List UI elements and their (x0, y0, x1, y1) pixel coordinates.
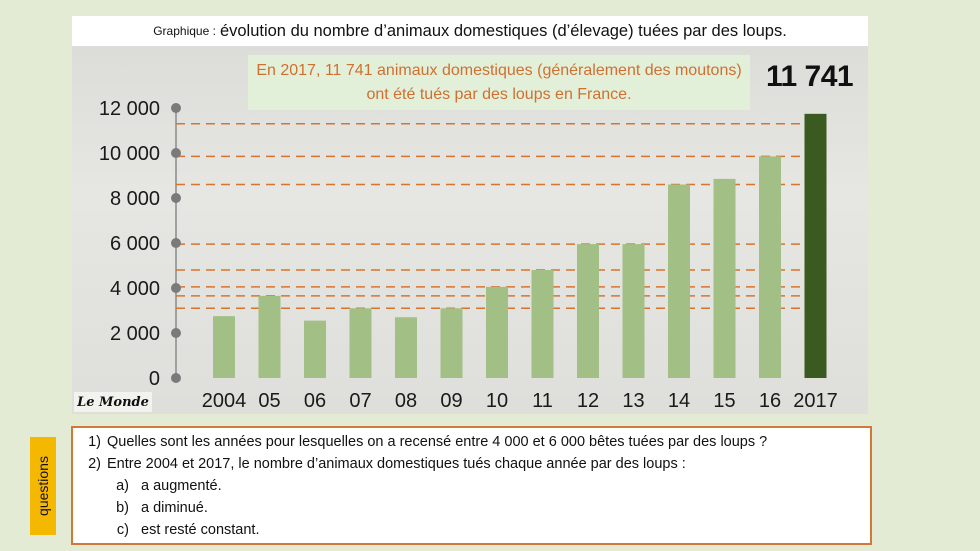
y-tick-label: 10 000 (99, 143, 160, 165)
x-tick-label: 14 (668, 390, 690, 412)
y-tick-dot (171, 283, 181, 293)
chart-title-bar: Graphique : évolution du nombre d’animau… (72, 16, 868, 46)
bar-2017 (804, 113, 827, 378)
question-2: 2) Entre 2004 et 2017, le nombre d’animau… (73, 453, 870, 475)
option-letter: b) (116, 500, 129, 516)
page-title: évolution du nombre d’animaux domestique… (219, 21, 787, 40)
answer-option-b: b) a diminué. (73, 497, 870, 519)
y-tick-dot (171, 373, 181, 383)
annotation-box: En 2017, 11 741 animaux domestiques (gén… (248, 55, 750, 110)
bar-12 (577, 244, 599, 378)
questions-tab: questions (30, 437, 56, 535)
bar-16 (759, 156, 781, 378)
option-text: est resté constant. (141, 522, 260, 538)
question-1: 1) Quelles sont les années pour lesquelle… (73, 431, 870, 453)
x-tick-label: 15 (713, 390, 735, 412)
option-text: a augmenté. (141, 478, 222, 494)
y-tick-dot (171, 148, 181, 158)
question-text: Quelles sont les années pour lesquelles … (107, 434, 768, 450)
bar-05 (258, 295, 281, 378)
x-tick-label: 07 (349, 390, 371, 412)
answer-option-a: a) a augmenté. (73, 475, 870, 497)
bar-13 (622, 244, 645, 378)
bar-07 (349, 308, 372, 378)
option-letter: c) (116, 522, 129, 538)
x-tick-label: 06 (304, 390, 326, 412)
bar-15 (713, 178, 736, 378)
y-tick-dot (171, 193, 181, 203)
questions-tab-label: questions (35, 456, 51, 516)
question-text: Entre 2004 et 2017, le nombre d’animaux … (107, 456, 686, 472)
bar-14 (668, 184, 690, 378)
bar-11 (531, 270, 554, 378)
x-tick-label: 2004 (202, 390, 247, 412)
answer-option-c: c) est resté constant. (73, 519, 870, 541)
x-tick-label: 13 (622, 390, 644, 412)
question-number: 1) (88, 434, 101, 450)
bar-2004 (213, 316, 235, 378)
y-tick-label: 8 000 (110, 188, 160, 210)
y-tick-label: 4 000 (110, 278, 160, 300)
y-tick-dot (171, 238, 181, 248)
question-number: 2) (88, 456, 101, 472)
y-tick-dot (171, 103, 181, 113)
x-tick-label: 11 (532, 390, 553, 412)
x-tick-label: 12 (577, 390, 599, 412)
x-tick-label: 10 (486, 390, 508, 412)
y-tick-label: 2 000 (110, 323, 160, 345)
chart-svg: 0 2 000 4 000 6 000 8 000 10 000 12 000 2004 05 0… (99, 98, 838, 412)
option-text: a diminué. (141, 500, 208, 516)
title-prefix: Graphique : (153, 24, 216, 38)
bar-09 (440, 308, 463, 378)
bar-06 (304, 320, 326, 378)
le-monde-logo: Le Monde (74, 392, 152, 412)
option-letter: a) (116, 478, 129, 494)
y-tick-dot (171, 328, 181, 338)
y-tick-label: 0 (149, 368, 160, 390)
highlight-value: 11 741 (766, 60, 854, 93)
questions-box: 1) Quelles sont les années pour lesquelle… (71, 426, 872, 545)
x-tick-label: 05 (258, 390, 280, 412)
x-tick-label: 2017 (793, 390, 838, 412)
bar-08 (395, 317, 417, 378)
y-tick-label: 12 000 (99, 98, 160, 120)
x-tick-label: 09 (440, 390, 462, 412)
bar-10 (486, 286, 508, 378)
x-tick-label: 08 (395, 390, 417, 412)
y-tick-label: 6 000 (110, 233, 160, 255)
x-tick-label: 16 (759, 390, 781, 412)
